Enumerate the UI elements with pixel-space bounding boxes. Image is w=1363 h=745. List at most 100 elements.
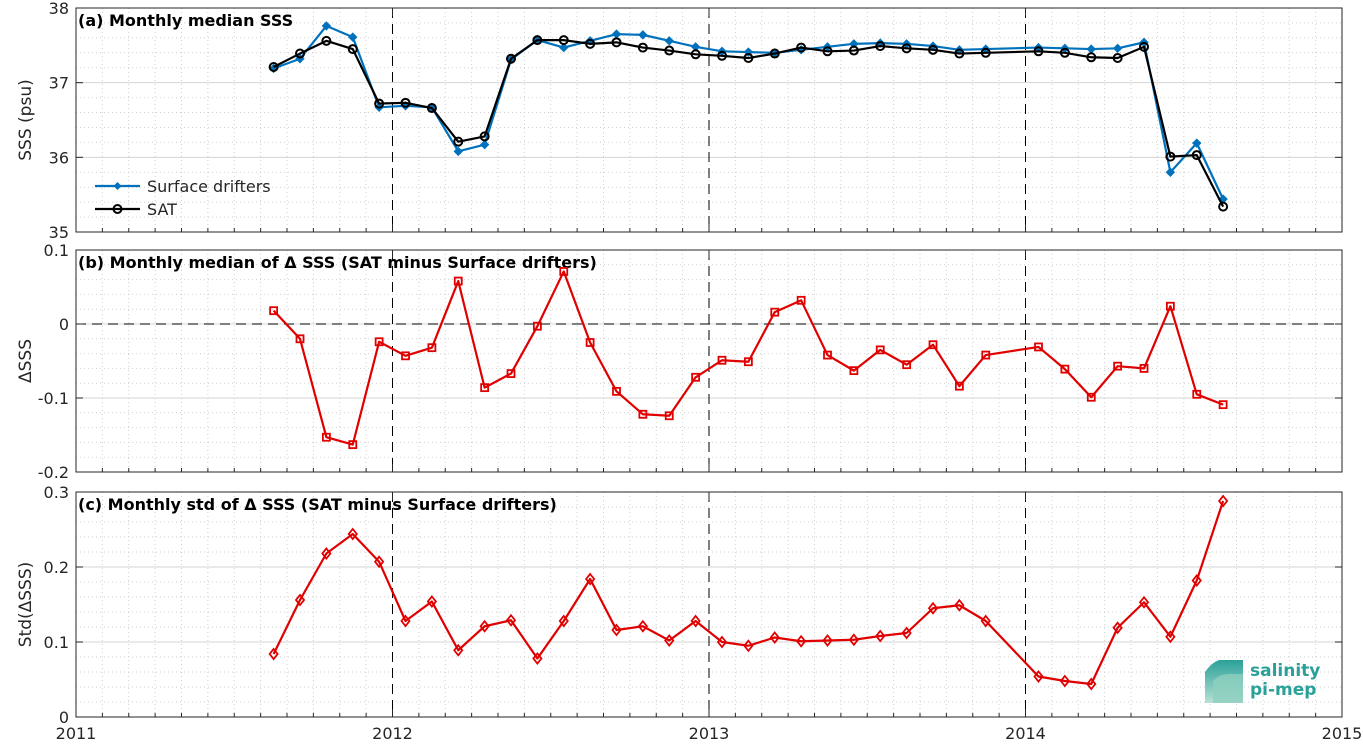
logo-wave-2-icon	[1213, 674, 1243, 703]
data-point	[1191, 150, 1202, 161]
series-line-sat	[273, 39, 1225, 208]
data-point	[559, 267, 569, 276]
data-point	[400, 614, 411, 628]
y-axis-label: SSS (psu)	[16, 79, 36, 160]
x-tick-label: 2015	[1322, 724, 1363, 743]
legend-marker	[113, 182, 122, 190]
data-point	[453, 276, 463, 286]
data-point	[1112, 621, 1123, 635]
data-point	[294, 593, 306, 607]
y-tick-label: 0.3	[44, 483, 69, 502]
data-point	[691, 372, 701, 382]
data-point	[611, 623, 622, 637]
data-point	[769, 631, 780, 644]
data-point	[400, 97, 411, 108]
data-point	[1112, 53, 1123, 64]
y-tick-label: 0.1	[44, 241, 69, 260]
y-tick-label: -0.1	[38, 389, 69, 408]
data-point	[1033, 670, 1044, 683]
data-point	[1138, 595, 1150, 609]
data-point	[796, 295, 806, 305]
data-point	[585, 38, 596, 49]
data-point	[373, 555, 385, 569]
data-point	[875, 41, 886, 52]
data-point	[823, 350, 832, 360]
data-point	[427, 343, 437, 353]
data-point	[822, 634, 833, 647]
data-point	[717, 355, 727, 365]
data-point	[927, 601, 939, 615]
logo-line-1: salinity	[1250, 661, 1320, 681]
data-point	[1165, 167, 1176, 177]
data-point	[453, 643, 464, 657]
data-point	[374, 98, 385, 109]
data-point	[901, 626, 912, 640]
data-point	[506, 369, 516, 378]
y-tick-label: 37	[49, 74, 69, 93]
panel-b: -0.2 -0.1 0 0.1 ΔSSS (b) Monthly median of Δ …	[16, 241, 1343, 482]
data-point	[1218, 400, 1228, 410]
y-tick-label: 0	[59, 708, 69, 727]
data-point	[585, 338, 595, 347]
data-point	[348, 440, 358, 450]
data-point	[321, 21, 332, 31]
data-point	[401, 351, 410, 361]
x-tick-label: 2012	[372, 724, 413, 743]
data-point	[822, 46, 833, 57]
data-point	[848, 633, 860, 647]
y-tick-label: 35	[49, 223, 69, 242]
data-point	[743, 357, 753, 367]
chart-panels: 35 36 37 38 SSS (psu) (a) Monthly median SSS S…	[16, 0, 1362, 743]
data-point	[690, 614, 701, 628]
data-point	[559, 42, 569, 53]
y-tick-label: 0.1	[44, 633, 69, 652]
data-point	[268, 647, 279, 661]
data-point	[664, 36, 674, 46]
data-point	[506, 53, 517, 64]
data-point	[479, 619, 490, 633]
data-point	[1165, 301, 1175, 311]
data-point	[928, 44, 939, 55]
y-tick-label: -0.2	[38, 463, 69, 482]
panel-title: (b) Monthly median of Δ SSS (SAT minus S…	[78, 253, 597, 272]
panel-title: (a) Monthly median SSS	[78, 11, 293, 30]
data-point	[1139, 41, 1150, 52]
data-point	[1139, 363, 1149, 373]
data-point	[849, 39, 859, 49]
data-point	[954, 598, 965, 612]
data-point	[795, 634, 807, 648]
data-point	[980, 47, 991, 58]
data-point	[875, 629, 886, 643]
data-point	[321, 547, 332, 560]
data-point	[981, 350, 991, 360]
data-point	[1165, 630, 1176, 644]
legend: Surface drifters SAT	[95, 177, 271, 219]
x-tick-label: 2013	[689, 724, 730, 743]
data-point	[1217, 494, 1229, 508]
data-point	[1192, 389, 1202, 399]
y-axis-label: Std(ΔSSS)	[16, 562, 36, 648]
data-point	[1086, 392, 1096, 402]
legend-entry: SAT	[147, 200, 177, 219]
data-point	[928, 340, 938, 350]
data-point	[612, 386, 621, 396]
data-point	[321, 35, 332, 46]
data-point	[1059, 674, 1071, 688]
data-point	[532, 35, 543, 46]
data-point	[611, 37, 622, 48]
logo-line-2: pi-mep	[1250, 680, 1316, 700]
data-point	[295, 334, 305, 344]
y-axis-label: ΔSSS	[16, 339, 36, 383]
data-point	[1165, 151, 1176, 162]
data-point	[901, 43, 912, 54]
data-point	[479, 139, 490, 150]
x-tick-label: 2014	[1005, 724, 1046, 743]
data-point	[269, 306, 279, 316]
data-point	[770, 307, 780, 317]
data-point	[532, 652, 543, 665]
panel-a: 35 36 37 38 SSS (psu) (a) Monthly median SSS S…	[16, 0, 1343, 242]
data-point	[268, 61, 279, 72]
y-tick-label: 0	[59, 315, 69, 334]
data-point	[453, 136, 464, 147]
